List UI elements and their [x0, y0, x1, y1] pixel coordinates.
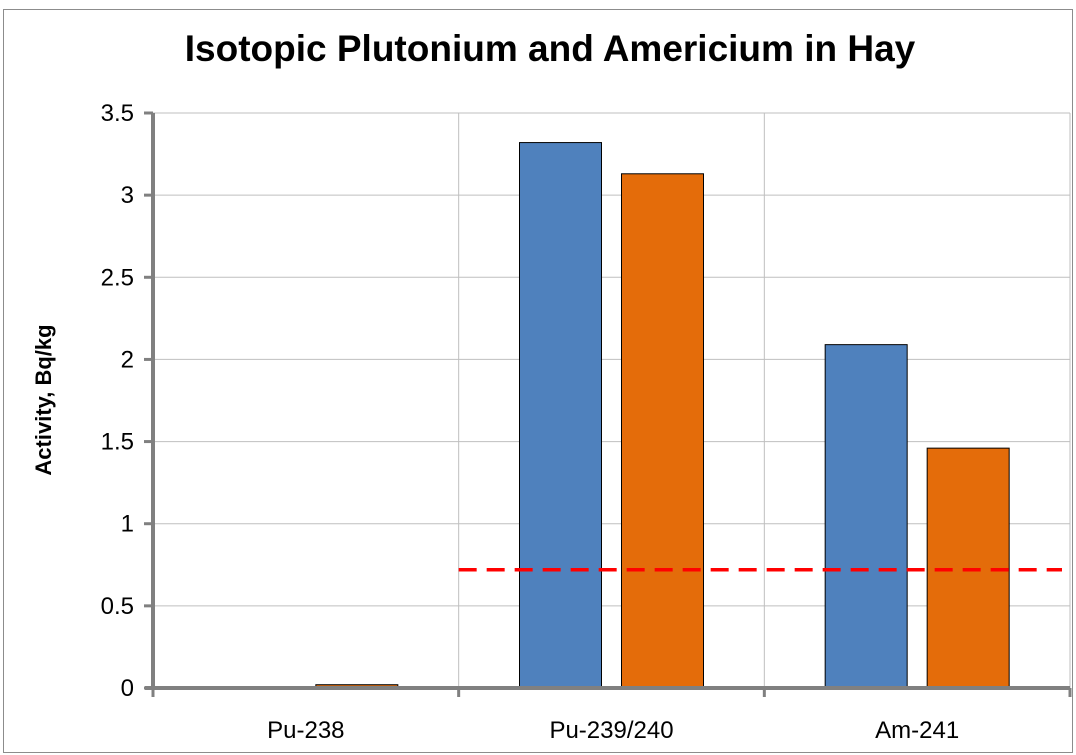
y-tick-label: 2.5 [101, 264, 134, 291]
bar-series1-pu-239-240 [519, 142, 602, 689]
y-tick-label: 3.5 [101, 100, 134, 127]
y-tick-label: 0 [121, 675, 134, 702]
bar-series1-am-241 [824, 344, 908, 689]
bar-series2-pu-239-240 [621, 173, 704, 689]
y-tick-label: 0.5 [101, 593, 134, 620]
y-tick-label: 2 [121, 346, 134, 373]
x-tick-label: Pu-239/240 [549, 717, 673, 744]
chart-title: Isotopic Plutonium and Americium in Hay [184, 28, 916, 69]
x-tick-label: Pu-238 [267, 717, 344, 744]
y-tick-label: 1.5 [101, 429, 134, 456]
y-tick-label: 1 [121, 511, 134, 538]
x-tick-label: Am-241 [875, 717, 959, 744]
y-tick-label: 3 [121, 182, 134, 209]
